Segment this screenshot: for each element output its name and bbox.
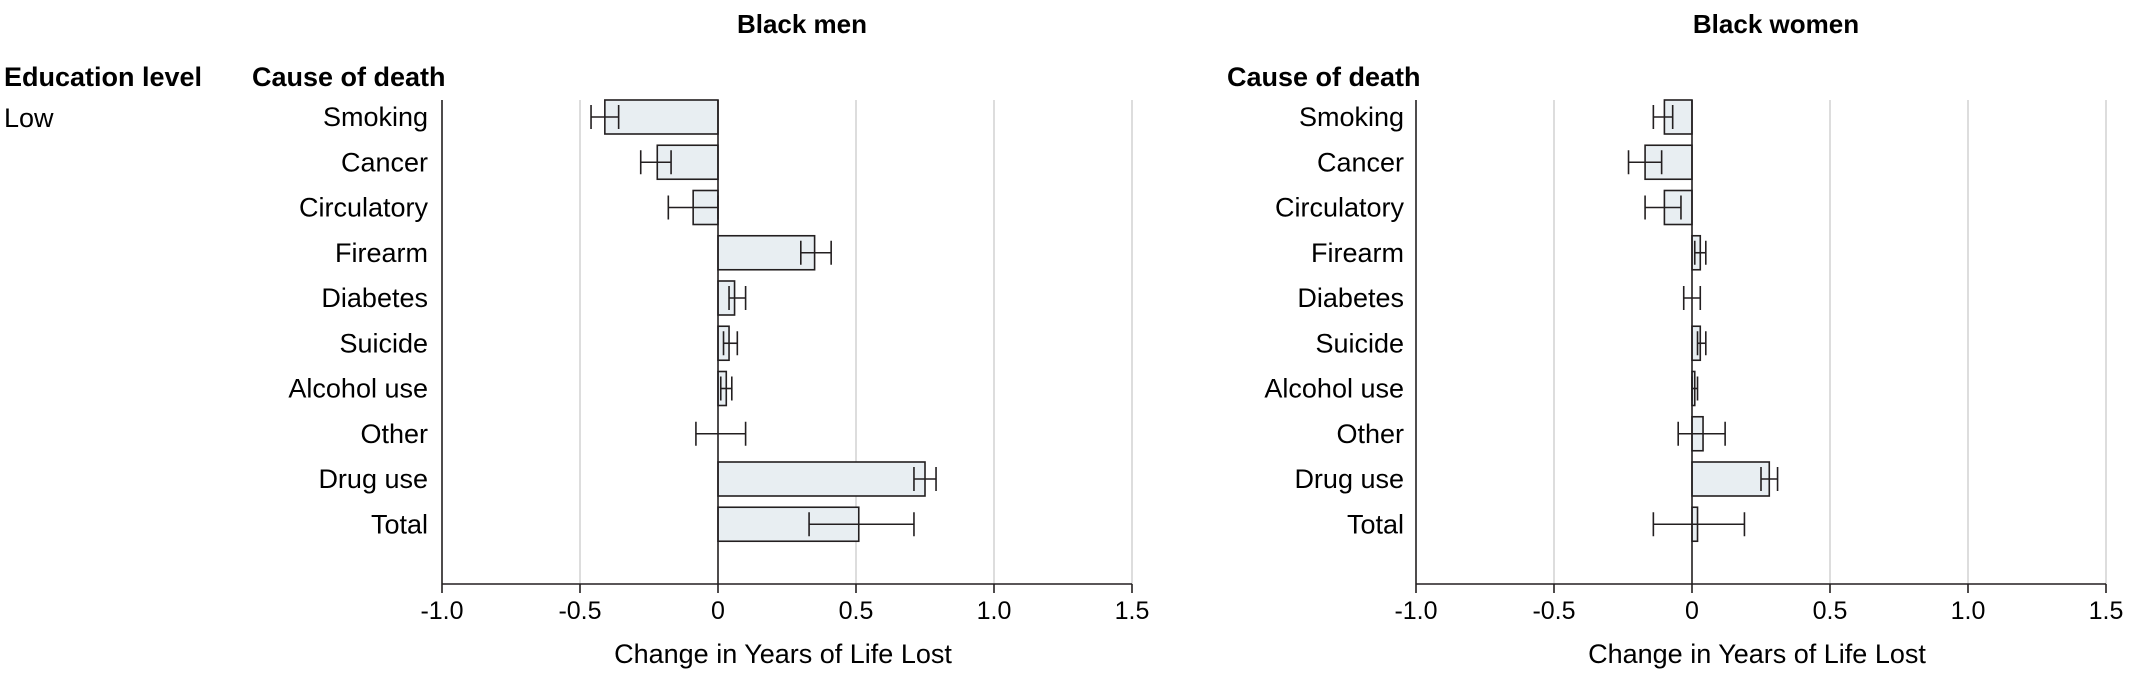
category-label-men-4: Diabetes bbox=[321, 283, 428, 313]
x-tick-label-men-0: -1.0 bbox=[420, 597, 463, 625]
error-bar-women-8 bbox=[1760, 467, 1779, 491]
category-label-men-6: Alcohol use bbox=[288, 374, 428, 404]
error-bar-women-9 bbox=[1652, 512, 1746, 537]
category-label-women-9: Total bbox=[1347, 509, 1404, 539]
category-label-men-2: Circulatory bbox=[299, 193, 429, 223]
category-label-men-8: Drug use bbox=[318, 464, 428, 494]
x-tick-label-women-0: -1.0 bbox=[1394, 597, 1437, 625]
error-bar-men-3 bbox=[799, 240, 832, 265]
category-label-women-0: Smoking bbox=[1299, 102, 1404, 132]
error-bar-women-2 bbox=[1644, 195, 1682, 220]
category-label-women-6: Alcohol use bbox=[1264, 374, 1404, 404]
bar-men-8 bbox=[717, 461, 926, 497]
x-tick-label-men-3: 0.5 bbox=[839, 597, 874, 625]
error-bar-women-3 bbox=[1693, 240, 1707, 265]
error-bar-women-0 bbox=[1652, 105, 1674, 129]
error-bar-women-7 bbox=[1677, 421, 1726, 446]
category-label-women-4: Diabetes bbox=[1297, 283, 1404, 313]
category-header-women: Cause of death bbox=[1227, 62, 1421, 92]
x-tick-label-men-5: 1.5 bbox=[1115, 597, 1150, 625]
panel-title-men: Black men bbox=[737, 9, 867, 39]
category-label-women-7: Other bbox=[1336, 419, 1404, 449]
x-tick-label-women-3: 0.5 bbox=[1813, 597, 1848, 625]
error-bar-women-1 bbox=[1627, 150, 1663, 175]
x-tick-label-women-4: 1.0 bbox=[1951, 597, 1986, 625]
x-tick-label-men-2: 0 bbox=[711, 597, 725, 625]
x-tick-label-women-1: -0.5 bbox=[1532, 597, 1575, 625]
panel-men: Black men Cause of death Smoking Cancer Circ… bbox=[252, 9, 1149, 669]
chart-panels: Black men Cause of death Smoking Cancer Circ… bbox=[252, 9, 2123, 669]
error-bar-men-6 bbox=[719, 376, 733, 401]
panel-women: Black women Cause of death Smoking Cancer Ci… bbox=[1227, 9, 2123, 669]
category-label-men-0: Smoking bbox=[323, 102, 428, 132]
x-tick-label-women-5: 1.5 bbox=[2089, 597, 2124, 625]
x-tick-label-men-1: -0.5 bbox=[558, 597, 601, 625]
category-label-women-3: Firearm bbox=[1311, 238, 1404, 268]
category-label-women-1: Cancer bbox=[1317, 147, 1404, 177]
education-level-value: Low bbox=[4, 103, 54, 133]
category-label-men-7: Other bbox=[360, 419, 428, 449]
category-label-women-8: Drug use bbox=[1294, 464, 1404, 494]
category-header-men: Cause of death bbox=[252, 62, 446, 92]
error-bar-men-1 bbox=[639, 150, 672, 175]
error-bar-men-5 bbox=[722, 331, 739, 356]
bar-women-8 bbox=[1691, 461, 1771, 497]
x-axis-label-men: Change in Years of Life Lost bbox=[614, 639, 952, 669]
category-label-men-3: Firearm bbox=[335, 238, 428, 268]
error-bar-women-5 bbox=[1696, 331, 1707, 356]
error-bar-men-4 bbox=[728, 286, 747, 310]
category-label-men-5: Suicide bbox=[339, 328, 428, 358]
error-bar-men-9 bbox=[808, 512, 915, 537]
error-bar-men-7 bbox=[695, 421, 747, 446]
x-axis-label-women: Change in Years of Life Lost bbox=[1588, 639, 1926, 669]
category-label-women-2: Circulatory bbox=[1275, 193, 1405, 223]
x-tick-label-women-2: 0 bbox=[1685, 597, 1699, 625]
category-label-women-5: Suicide bbox=[1315, 328, 1404, 358]
category-label-men-9: Total bbox=[371, 509, 428, 539]
error-bar-men-0 bbox=[590, 105, 620, 129]
education-level-header: Education level bbox=[4, 62, 202, 92]
panel-title-women: Black women bbox=[1693, 9, 1859, 39]
error-bar-men-8 bbox=[913, 467, 937, 491]
bar-men-0 bbox=[604, 99, 719, 135]
x-tick-label-men-4: 1.0 bbox=[977, 597, 1012, 625]
category-label-men-1: Cancer bbox=[341, 147, 428, 177]
